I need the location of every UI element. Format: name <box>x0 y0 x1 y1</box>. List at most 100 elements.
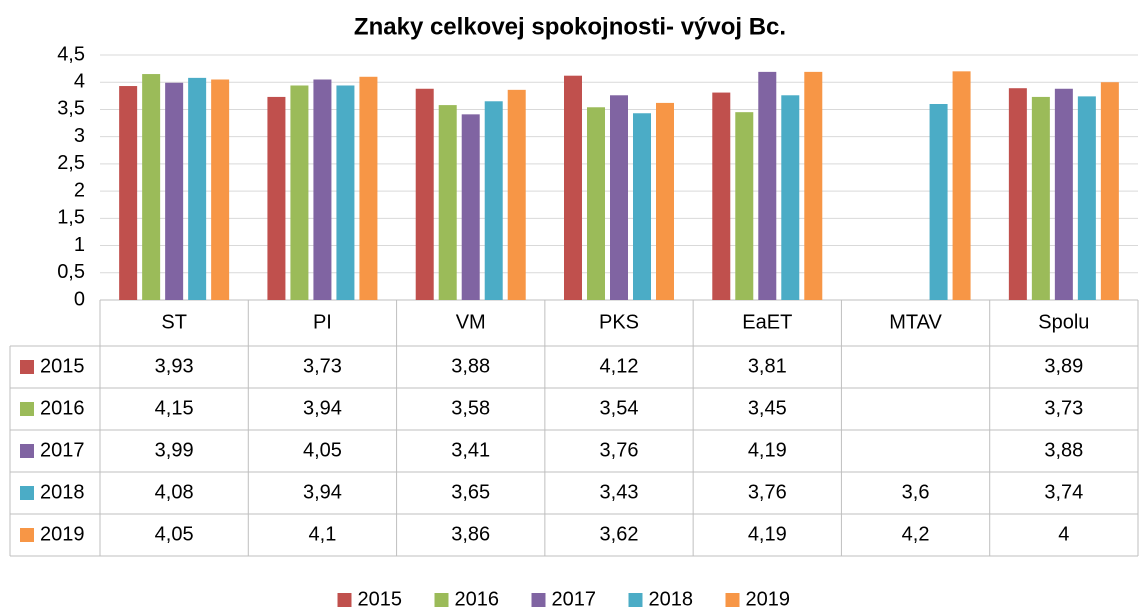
table-cell: 4,19 <box>748 523 787 545</box>
bar <box>564 75 582 300</box>
table-cell: 3,43 <box>600 481 639 503</box>
bar <box>188 77 207 300</box>
row-header: 2015 <box>40 355 85 377</box>
table-cell: 4,2 <box>902 523 930 545</box>
category-label: ST <box>161 311 187 333</box>
row-header: 2017 <box>40 439 85 461</box>
chart-title: Znaky celkovej spokojnosti- vývoj Bc. <box>354 13 786 40</box>
bar <box>735 112 754 301</box>
legend-label: 2018 <box>649 588 694 609</box>
bar <box>1077 96 1096 300</box>
row-header: 2019 <box>40 523 85 545</box>
y-tick-label: 4 <box>74 71 85 93</box>
legend-key <box>20 360 34 374</box>
table-cell: 3,94 <box>303 397 342 419</box>
bar <box>758 71 777 300</box>
bar <box>781 95 800 301</box>
row-header: 2018 <box>40 481 85 503</box>
table-cell: 3,93 <box>155 355 194 377</box>
legend-label: 2019 <box>746 588 791 609</box>
table-cell: 3,76 <box>748 481 787 503</box>
table-cell: 4,15 <box>155 397 194 419</box>
legend-key <box>20 486 34 500</box>
bar <box>142 74 161 300</box>
legend-label: 2015 <box>358 588 403 609</box>
category-label: EaET <box>742 311 792 333</box>
table-cell: 4,05 <box>303 439 342 461</box>
legend-key <box>628 593 643 607</box>
table-cell: 3,86 <box>451 523 490 545</box>
bar <box>313 79 332 300</box>
y-tick-label: 0,5 <box>57 261 85 283</box>
row-header: 2016 <box>40 397 85 419</box>
bar <box>165 82 184 301</box>
bar <box>336 85 355 300</box>
table-cell: 3,54 <box>600 397 639 419</box>
bar <box>1008 88 1027 300</box>
legend-key <box>337 593 352 607</box>
bar <box>267 96 286 300</box>
category-label: VM <box>456 311 486 333</box>
legend-key <box>20 528 34 542</box>
legend-label: 2016 <box>455 588 500 609</box>
legend-key <box>725 593 740 607</box>
table-cell: 3,65 <box>451 481 490 503</box>
table-cell: 4,05 <box>155 523 194 545</box>
bar <box>712 92 731 300</box>
bar <box>1100 82 1119 300</box>
y-tick-label: 2 <box>74 179 85 201</box>
bar <box>804 71 823 300</box>
table-cell: 3,73 <box>303 355 342 377</box>
legend-key <box>20 402 34 416</box>
table-cell: 4,12 <box>600 355 639 377</box>
bar <box>119 86 138 301</box>
legend-key <box>434 593 449 607</box>
table-cell: 3,88 <box>1044 439 1083 461</box>
y-tick-label: 3 <box>74 125 85 147</box>
bar <box>461 114 480 300</box>
category-label: MTAV <box>889 311 942 333</box>
bar <box>438 105 457 300</box>
table-cell: 3,62 <box>600 523 639 545</box>
table-cell: 3,81 <box>748 355 787 377</box>
table-cell: 3,74 <box>1044 481 1083 503</box>
category-label: Spolu <box>1038 311 1089 333</box>
table-cell: 3,89 <box>1044 355 1083 377</box>
category-label: PKS <box>599 311 639 333</box>
bar <box>359 76 378 301</box>
bar <box>587 107 605 301</box>
bar <box>415 88 434 300</box>
table-cell: 3,73 <box>1044 397 1083 419</box>
bar <box>507 89 526 300</box>
table-cell: 4,1 <box>309 523 337 545</box>
table-cell: 3,45 <box>748 397 787 419</box>
y-tick-label: 3,5 <box>57 98 85 120</box>
y-tick-label: 0 <box>74 288 85 310</box>
bar <box>1054 88 1073 300</box>
bar <box>633 113 651 300</box>
bar <box>290 85 309 300</box>
table-cell: 4,19 <box>748 439 787 461</box>
y-tick-label: 1,5 <box>57 207 85 229</box>
legend-label: 2017 <box>552 588 597 609</box>
table-cell: 4 <box>1058 523 1069 545</box>
y-tick-label: 1 <box>74 234 85 256</box>
table-cell: 3,99 <box>155 439 194 461</box>
y-tick-label: 4,5 <box>57 43 85 65</box>
bar <box>211 79 230 300</box>
table-cell: 3,88 <box>451 355 490 377</box>
bar <box>1031 96 1050 300</box>
bar <box>929 104 948 300</box>
bar <box>952 71 971 300</box>
bar <box>656 102 674 301</box>
legend-key <box>531 593 546 607</box>
table-cell: 3,41 <box>451 439 490 461</box>
bar <box>484 101 503 301</box>
y-tick-label: 2,5 <box>57 152 85 174</box>
legend-key <box>20 444 34 458</box>
table-cell: 3,58 <box>451 397 490 419</box>
table-cell: 3,94 <box>303 481 342 503</box>
bar <box>610 95 628 301</box>
category-label: PI <box>313 311 332 333</box>
